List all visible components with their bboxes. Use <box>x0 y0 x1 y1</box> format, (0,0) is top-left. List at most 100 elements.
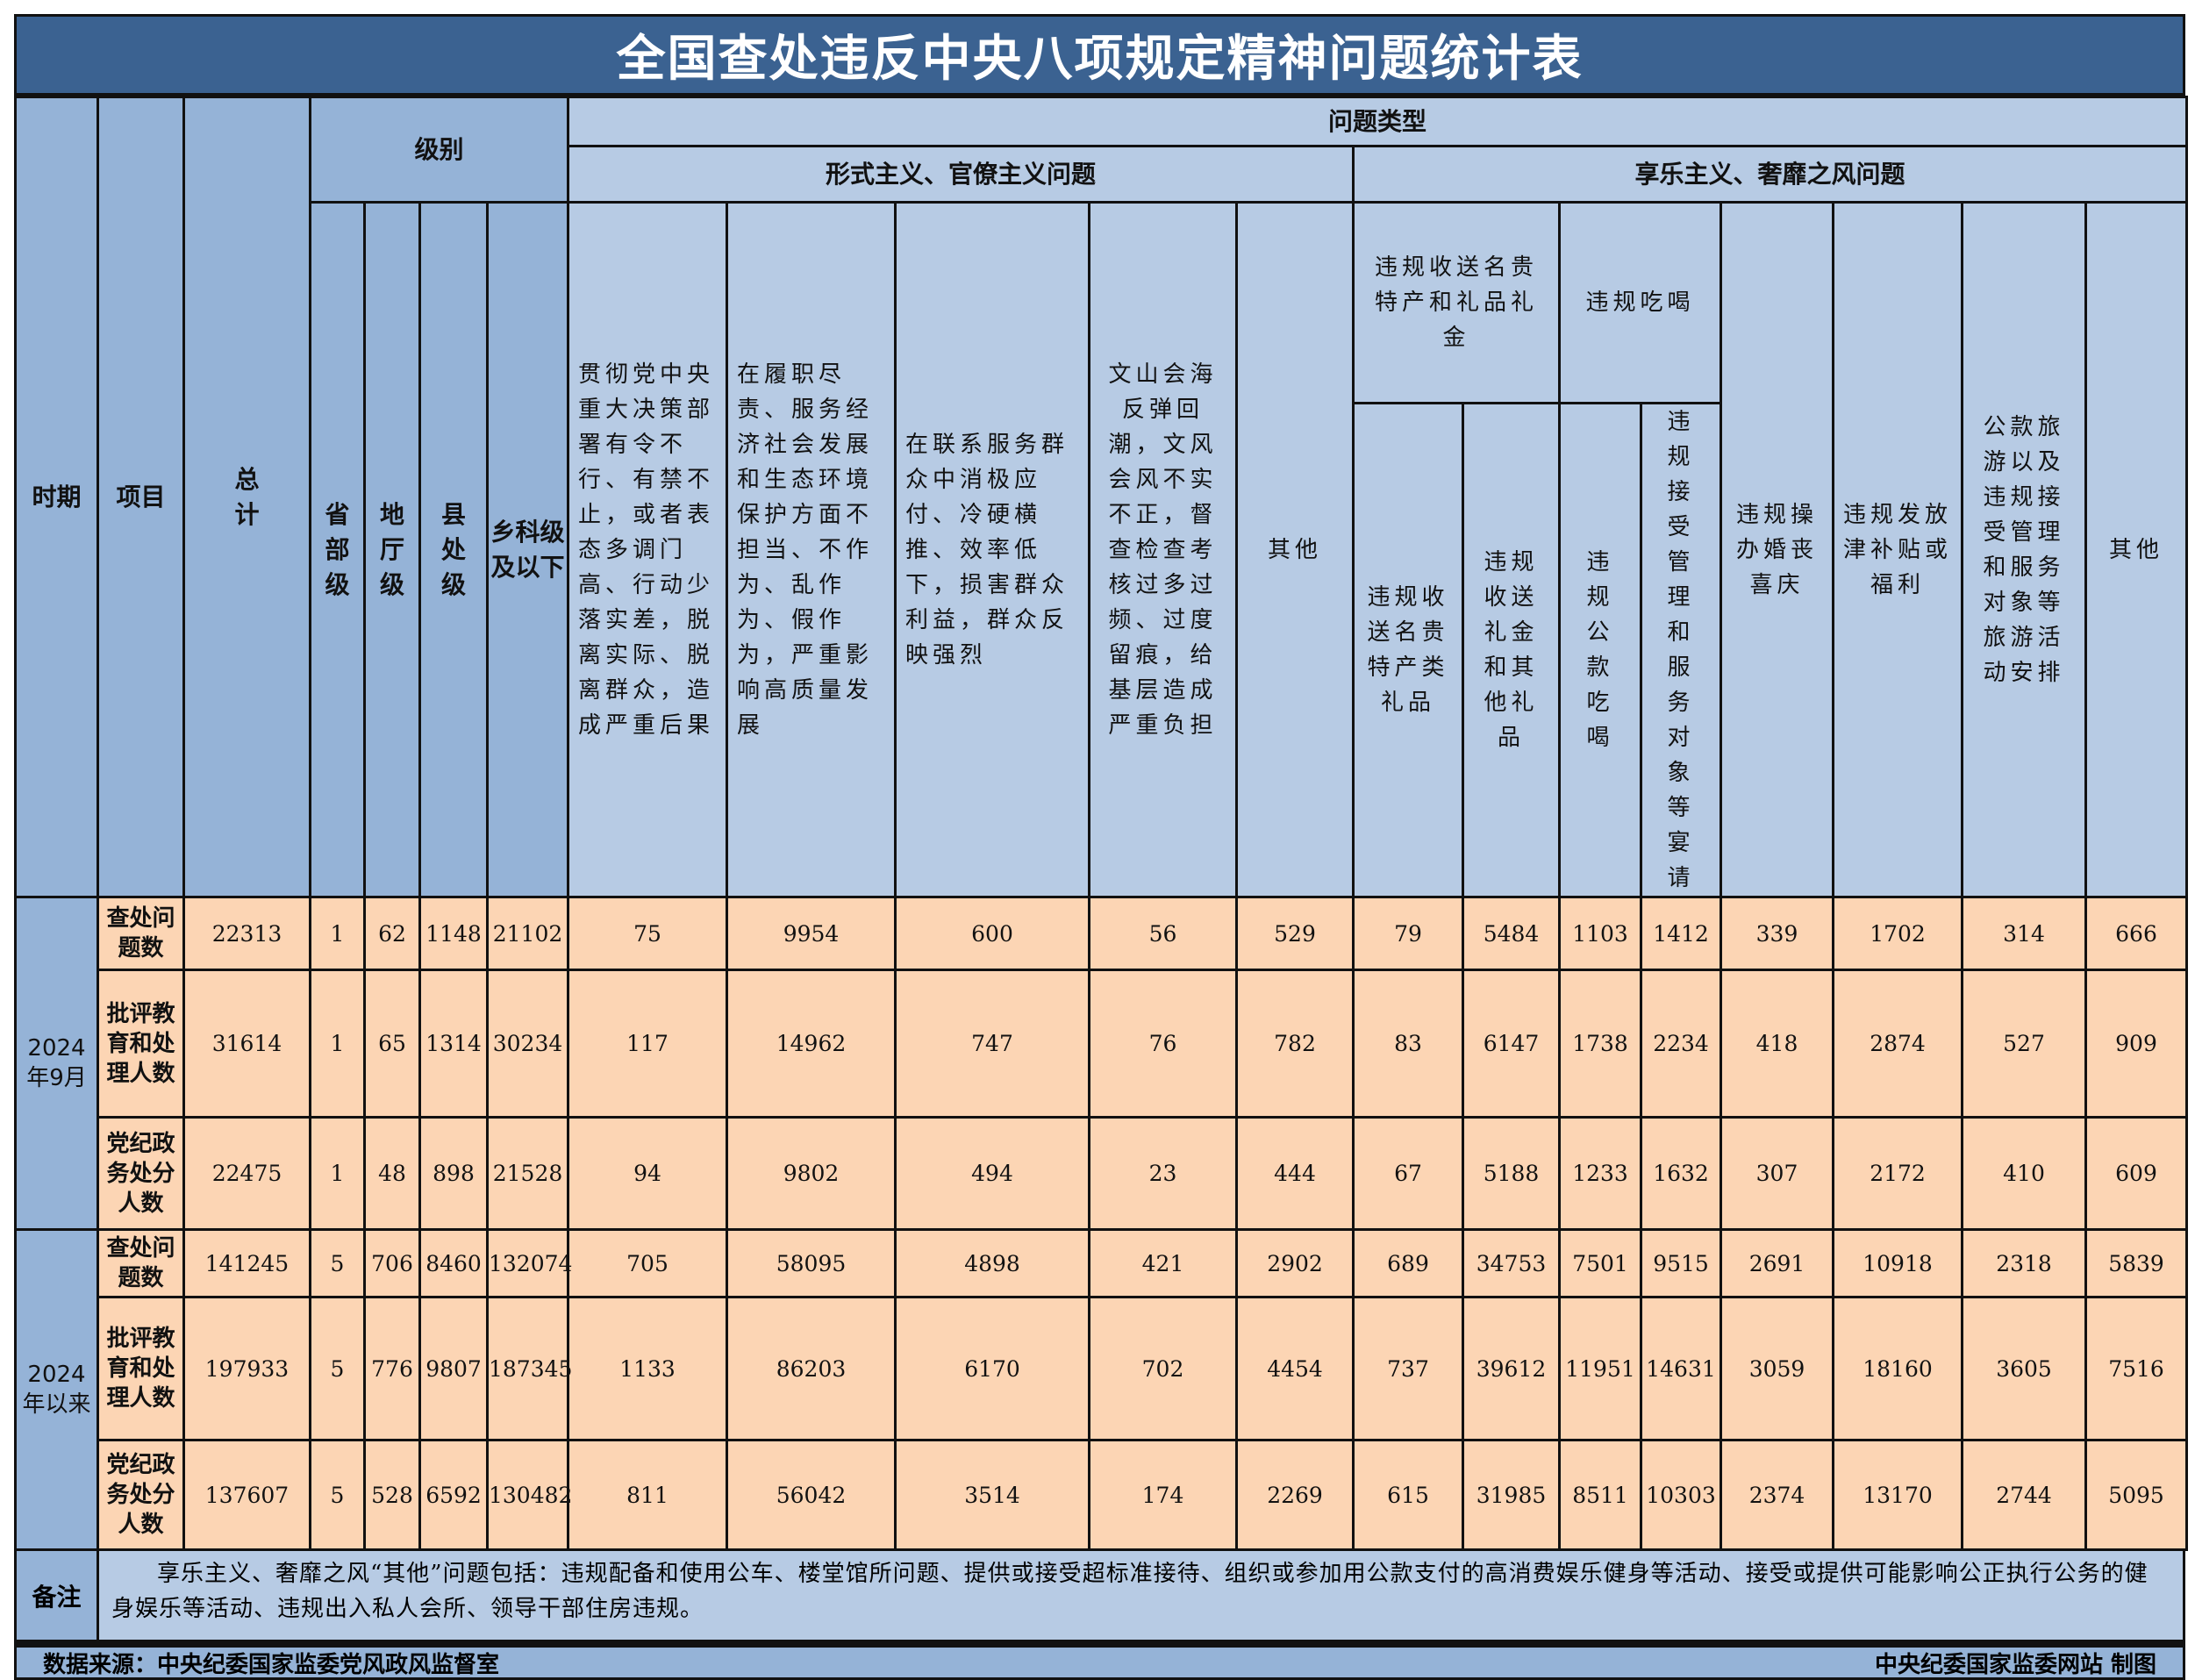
value-cell: 1738 <box>1558 969 1643 1119</box>
table-row: 党纪政务处分人数 137607 5 528 6592 130482 811 56042 3514… <box>16 1439 2189 1551</box>
value-cell: 79 <box>1352 896 1465 971</box>
value-cell: 494 <box>894 1116 1091 1231</box>
period-cell: 2024年以来 <box>14 1228 99 1551</box>
value-cell: 4454 <box>1235 1296 1355 1441</box>
value-cell: 2874 <box>1832 969 1964 1119</box>
value-cell: 14631 <box>1640 1296 1723 1441</box>
value-cell: 21102 <box>485 896 570 971</box>
table-row: 党纪政务处分人数 22475 1 48 898 21528 94 9802 494 23 444 67… <box>16 1116 2189 1231</box>
total-cell: 22313 <box>182 896 311 971</box>
header-hedonism-col: 违规发放津补贴或福利 <box>1832 201 1964 898</box>
value-cell: 1148 <box>418 896 489 971</box>
value-cell: 811 <box>567 1439 729 1551</box>
header-gifts-group: 违规收送名贵特产和礼品礼金 <box>1352 201 1562 404</box>
value-cell: 418 <box>1720 969 1835 1119</box>
value-cell: 21528 <box>485 1116 570 1231</box>
header-period: 时期 <box>14 96 99 898</box>
value-cell: 132074 <box>485 1228 572 1298</box>
item-cell: 查处问题数 <box>97 1228 185 1298</box>
value-cell: 898 <box>418 1116 489 1231</box>
value-cell: 776 <box>363 1296 421 1441</box>
total-cell: 141245 <box>182 1228 311 1298</box>
value-cell: 174 <box>1088 1439 1239 1551</box>
value-cell: 4898 <box>894 1228 1091 1298</box>
value-cell: 11951 <box>1558 1296 1643 1441</box>
value-cell: 3059 <box>1720 1296 1835 1441</box>
value-cell: 5484 <box>1462 896 1562 971</box>
value-cell: 8511 <box>1558 1439 1643 1551</box>
note-label: 备注 <box>17 1551 99 1640</box>
data-source: 数据来源：中央纪委国家监委党风政风监督室 <box>43 1651 500 1678</box>
value-cell: 56042 <box>726 1439 897 1551</box>
value-cell: 23 <box>1088 1116 1239 1231</box>
value-cell: 666 <box>2084 896 2189 971</box>
value-cell: 5188 <box>1462 1116 1562 1231</box>
value-cell: 2691 <box>1720 1228 1835 1298</box>
value-cell: 1632 <box>1640 1116 1723 1231</box>
value-cell: 9954 <box>726 896 897 971</box>
header-level: 级别 <box>308 96 570 204</box>
table-row: 批评教育和处理人数 197933 5 776 9807 187345 1133 86203 61… <box>16 1296 2189 1441</box>
header-problem-type: 问题类型 <box>567 96 2189 147</box>
header-level-county: 县处级 <box>418 201 489 898</box>
header-level-township: 乡科级及以下 <box>485 201 570 898</box>
header-hedonism-col: 违规操办婚丧喜庆 <box>1720 201 1835 898</box>
item-cell: 查处问题数 <box>97 896 185 971</box>
item-cell: 批评教育和处理人数 <box>97 1296 185 1441</box>
table-row: 2024年9月 查处问题数 22313 1 62 1148 21102 75 9954 600 56… <box>14 896 2189 1231</box>
value-cell: 1 <box>309 1116 366 1231</box>
value-cell: 339 <box>1720 896 1835 971</box>
header-dining-col: 违规接受管理和服务对象等宴请 <box>1640 402 1723 898</box>
value-cell: 7516 <box>2084 1296 2189 1441</box>
item-cell: 党纪政务处分人数 <box>97 1116 185 1231</box>
header-formalism-col: 文山会海反弹回潮，文风会风不实不正，督查检查考核过多过频、过度留痕，给基层造成严… <box>1088 201 1239 898</box>
value-cell: 9807 <box>418 1296 489 1441</box>
value-cell: 187345 <box>485 1296 572 1441</box>
value-cell: 117 <box>567 969 729 1119</box>
header-gifts-col: 违规收送名贵特产类礼品 <box>1352 402 1465 898</box>
header-hedonism-other: 其他 <box>2084 201 2189 898</box>
value-cell: 1 <box>309 896 366 971</box>
value-cell: 48 <box>363 1116 421 1231</box>
header-formalism: 形式主义、官僚主义问题 <box>567 145 1355 204</box>
header-dining-group: 违规吃喝 <box>1558 201 1723 404</box>
note-section: 备注 享乐主义、奢靡之风“其他”问题包括：违规配备和使用公车、楼堂馆所问题、提供… <box>14 1551 2185 1642</box>
total-cell: 31614 <box>182 969 311 1119</box>
value-cell: 83 <box>1352 969 1465 1119</box>
stats-sheet: 全国查处违反中央八项规定精神问题统计表 时期 项目 总计 级别 问题类型 形式主… <box>14 14 2189 1680</box>
value-cell: 62 <box>363 896 421 971</box>
value-cell: 94 <box>567 1116 729 1231</box>
header-hedonism: 享乐主义、奢靡之风问题 <box>1352 145 2189 204</box>
header-formalism-col: 贯彻党中央重大决策部署有令不行、有禁不止，或者表态多调门高、行动少落实差，脱离实… <box>567 201 729 898</box>
value-cell: 444 <box>1235 1116 1355 1231</box>
value-cell: 705 <box>567 1228 729 1298</box>
item-cell: 党纪政务处分人数 <box>97 1439 185 1551</box>
value-cell: 10918 <box>1832 1228 1964 1298</box>
value-cell: 67 <box>1352 1116 1465 1231</box>
value-cell: 6170 <box>894 1296 1091 1441</box>
value-cell: 307 <box>1720 1116 1835 1231</box>
value-cell: 702 <box>1088 1296 1239 1441</box>
header-dining-col: 违规公款吃喝 <box>1558 402 1643 898</box>
value-cell: 9802 <box>726 1116 897 1231</box>
value-cell: 18160 <box>1832 1296 1964 1441</box>
value-cell: 5095 <box>2084 1439 2189 1551</box>
value-cell: 782 <box>1235 969 1355 1119</box>
value-cell: 2318 <box>1961 1228 2088 1298</box>
value-cell: 2374 <box>1720 1439 1835 1551</box>
value-cell: 1103 <box>1558 896 1643 971</box>
value-cell: 65 <box>363 969 421 1119</box>
value-cell: 2234 <box>1640 969 1723 1119</box>
value-cell: 609 <box>2084 1116 2189 1231</box>
value-cell: 31985 <box>1462 1439 1562 1551</box>
value-cell: 86203 <box>726 1296 897 1441</box>
value-cell: 14962 <box>726 969 897 1119</box>
value-cell: 75 <box>567 896 729 971</box>
value-cell: 527 <box>1961 969 2088 1119</box>
header-level-province: 省部级 <box>309 201 366 898</box>
value-cell: 747 <box>894 969 1091 1119</box>
stats-table: 时期 项目 总计 级别 问题类型 形式主义、官僚主义问题 享乐主义、奢靡之风问题… <box>14 96 2189 1551</box>
value-cell: 737 <box>1352 1296 1465 1441</box>
header-gifts-col: 违规收送礼金和其他礼品 <box>1462 402 1562 898</box>
value-cell: 76 <box>1088 969 1239 1119</box>
